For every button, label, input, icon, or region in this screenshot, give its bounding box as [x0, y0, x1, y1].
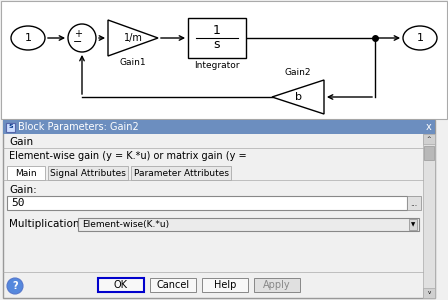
Text: Parameter Attributes: Parameter Attributes [134, 169, 228, 178]
FancyBboxPatch shape [423, 134, 435, 298]
FancyBboxPatch shape [423, 288, 435, 298]
FancyBboxPatch shape [424, 146, 434, 160]
FancyBboxPatch shape [48, 166, 128, 180]
Text: ...: ... [410, 199, 418, 208]
Circle shape [7, 278, 23, 294]
Polygon shape [272, 80, 324, 114]
Text: s: s [214, 38, 220, 52]
FancyBboxPatch shape [188, 18, 246, 58]
FancyBboxPatch shape [409, 219, 417, 230]
Text: 1: 1 [213, 25, 221, 38]
Text: 1/m: 1/m [124, 33, 142, 43]
FancyBboxPatch shape [131, 166, 231, 180]
Text: 1: 1 [25, 33, 31, 43]
Text: Apply: Apply [263, 280, 291, 290]
Ellipse shape [403, 26, 437, 50]
FancyBboxPatch shape [202, 278, 248, 292]
Text: 1: 1 [417, 33, 423, 43]
FancyBboxPatch shape [1, 1, 447, 119]
Text: S: S [8, 124, 13, 130]
FancyBboxPatch shape [7, 196, 407, 210]
Text: ▼: ▼ [411, 222, 415, 227]
FancyBboxPatch shape [150, 278, 196, 292]
Text: Element-wise(K.*u): Element-wise(K.*u) [82, 220, 169, 229]
FancyBboxPatch shape [407, 196, 421, 210]
Text: Multiplication:: Multiplication: [9, 219, 83, 229]
FancyBboxPatch shape [3, 120, 435, 298]
FancyBboxPatch shape [3, 120, 435, 134]
Text: 50: 50 [11, 198, 25, 208]
FancyBboxPatch shape [254, 278, 300, 292]
FancyBboxPatch shape [6, 122, 15, 131]
Text: Element-wise gain (y = K.*u) or matrix gain (y =: Element-wise gain (y = K.*u) or matrix g… [9, 151, 247, 161]
Text: ?: ? [12, 281, 18, 291]
Text: Gain:: Gain: [9, 185, 37, 195]
Text: Gain: Gain [9, 137, 33, 147]
Text: Gain2: Gain2 [285, 68, 311, 77]
Text: ^: ^ [426, 136, 431, 142]
Text: +: + [74, 29, 82, 39]
Text: Block Parameters: Gain2: Block Parameters: Gain2 [18, 122, 139, 132]
FancyBboxPatch shape [7, 166, 45, 180]
Text: x: x [426, 122, 432, 132]
Text: OK: OK [114, 280, 128, 290]
FancyBboxPatch shape [423, 134, 435, 144]
FancyBboxPatch shape [78, 218, 419, 231]
FancyBboxPatch shape [98, 278, 144, 292]
Text: Cancel: Cancel [156, 280, 190, 290]
Text: Signal Attributes: Signal Attributes [50, 169, 126, 178]
Text: Main: Main [15, 169, 37, 178]
Text: Integrator: Integrator [194, 61, 240, 70]
Polygon shape [108, 20, 158, 56]
Text: Help: Help [214, 280, 236, 290]
Circle shape [68, 24, 96, 52]
Text: v: v [427, 290, 431, 296]
Text: Gain1: Gain1 [120, 58, 146, 67]
Ellipse shape [11, 26, 45, 50]
Text: −: − [73, 37, 82, 47]
Text: b: b [294, 92, 302, 102]
